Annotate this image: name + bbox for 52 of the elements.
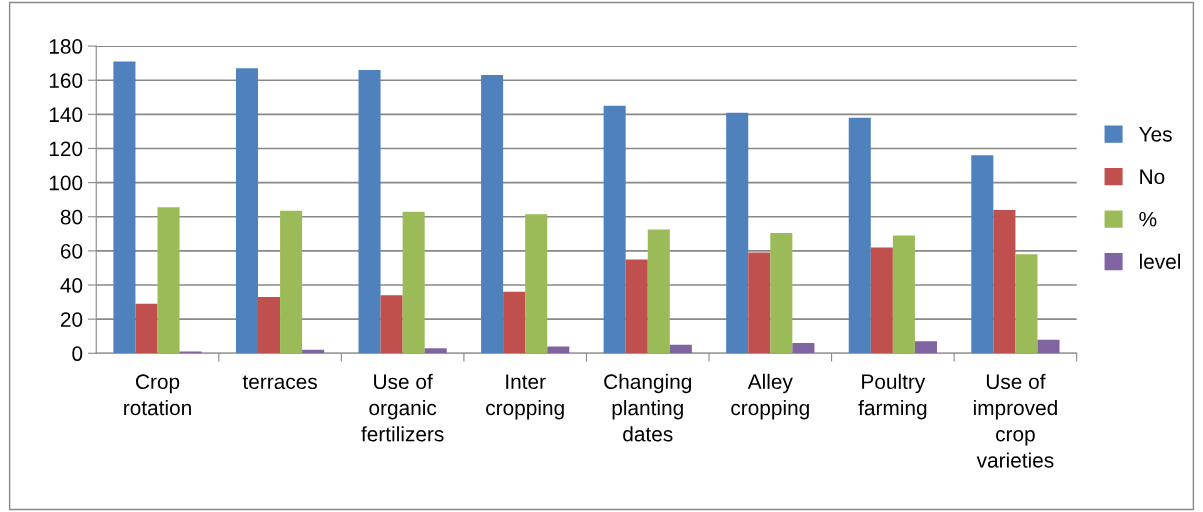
bar	[993, 209, 1016, 354]
bar	[971, 155, 994, 354]
legend-label: No	[1140, 169, 1165, 185]
x-tick-label: Inter cropping	[486, 374, 564, 420]
bar	[380, 295, 403, 354]
bar	[258, 296, 281, 354]
bar	[135, 303, 158, 354]
y-tick-label: 120	[49, 141, 83, 157]
bar	[848, 117, 871, 354]
x-tick-label: Changing planting dates	[604, 373, 691, 442]
bar	[503, 291, 526, 354]
bar	[402, 211, 425, 354]
bar	[481, 75, 504, 354]
x-tick-label: Crop rotation	[124, 374, 191, 416]
y-tick-label: 60	[60, 243, 83, 259]
bar	[358, 69, 381, 354]
y-tick-label: 160	[49, 73, 83, 88]
bar	[424, 348, 447, 354]
legend-label: Yes	[1139, 127, 1172, 142]
bar	[157, 207, 180, 354]
y-tick-label: 80	[60, 209, 83, 225]
bar	[669, 344, 692, 354]
bar	[280, 210, 303, 354]
bar	[726, 112, 749, 354]
x-tick-label: Use of organic fertilizers	[361, 373, 444, 442]
legend-label: %	[1139, 211, 1157, 227]
y-tick-label: 20	[60, 312, 83, 327]
bar	[914, 341, 937, 354]
bar	[547, 346, 570, 354]
x-tick-label: Poultry farming	[858, 373, 927, 420]
bar	[1037, 339, 1060, 354]
y-tick-label: 40	[60, 278, 83, 293]
bar	[625, 259, 648, 354]
bar	[770, 232, 793, 354]
y-tick-label: 140	[49, 107, 83, 123]
legend-label: level	[1139, 253, 1181, 269]
bar	[870, 247, 893, 354]
bar	[748, 252, 771, 354]
bar	[525, 214, 548, 354]
y-tick-label: 0	[72, 346, 83, 362]
bar	[113, 61, 136, 354]
bar	[647, 229, 670, 354]
x-tick-label: Alley cropping	[731, 373, 809, 420]
bar	[892, 235, 915, 354]
bar	[235, 68, 259, 354]
x-tick-label: Use of improved crop varieties	[973, 373, 1057, 468]
y-tick-label: 100	[49, 175, 83, 191]
x-tick-label: terraces	[242, 375, 317, 390]
y-tick-label: 180	[49, 39, 83, 54]
bar	[603, 105, 626, 354]
bar	[1015, 254, 1038, 354]
bar	[792, 343, 815, 354]
